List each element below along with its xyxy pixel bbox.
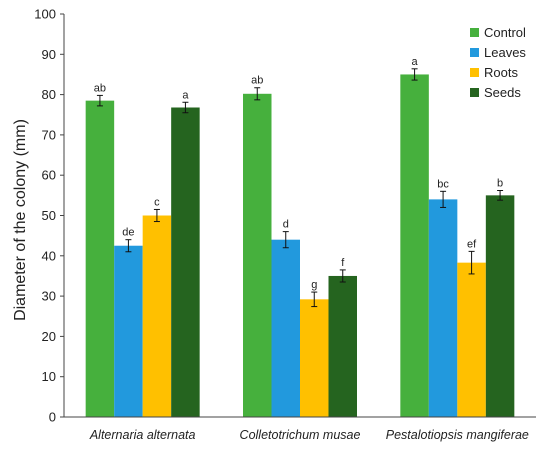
y-tick-label: 20 — [42, 329, 56, 344]
bar-control — [400, 74, 429, 417]
bar-leaves — [271, 239, 300, 417]
significance-label: ab — [251, 75, 263, 87]
axes — [63, 14, 536, 418]
significance-labels: ab de c a ab d g f a bc ef b — [94, 56, 503, 291]
y-tick-label: 50 — [42, 208, 56, 223]
x-axis-categories: Alternaria alternata Colletotrichum musae… — [89, 428, 529, 442]
category-label: Alternaria alternata — [89, 428, 196, 442]
error-bars — [96, 68, 504, 308]
bars — [85, 74, 515, 418]
y-tick-label: 60 — [42, 168, 56, 183]
y-tick-label: 40 — [42, 248, 56, 263]
y-tick-label: 100 — [34, 7, 56, 22]
legend-label-seeds: Seeds — [484, 85, 521, 100]
significance-label: a — [412, 56, 419, 68]
y-tick-label: 90 — [42, 47, 56, 62]
legend-swatch-control — [470, 28, 479, 37]
legend-swatch-leaves — [470, 48, 479, 57]
y-axis-ticks: 0 10 20 30 40 50 60 70 80 90 100 — [34, 7, 64, 425]
bar-leaves — [114, 245, 143, 417]
bar-seeds — [328, 275, 357, 417]
significance-label: ef — [467, 238, 477, 250]
bar-control — [85, 100, 115, 418]
legend-label-roots: Roots — [484, 65, 518, 80]
significance-label: g — [311, 279, 317, 291]
y-tick-label: 0 — [49, 410, 56, 425]
y-axis-label: Diameter of the colony (mm) — [12, 119, 29, 321]
legend-label-control: Control — [484, 25, 526, 40]
significance-label: c — [154, 196, 160, 208]
y-tick-label: 70 — [42, 127, 56, 142]
legend-label-leaves: Leaves — [484, 45, 526, 60]
significance-label: d — [283, 219, 289, 231]
y-tick-label: 10 — [42, 369, 56, 384]
significance-label: bc — [437, 178, 449, 190]
bar-roots — [142, 215, 172, 417]
bar-leaves — [428, 199, 458, 417]
category-label: Colletotrichum musae — [240, 428, 361, 442]
legend-swatch-seeds — [470, 88, 479, 97]
category-label: Pestalotiopsis mangiferae — [386, 428, 529, 442]
y-tick-label: 80 — [42, 87, 56, 102]
significance-label: de — [122, 227, 134, 239]
bar-seeds — [485, 195, 515, 417]
significance-label: ab — [94, 82, 106, 94]
significance-label: a — [182, 89, 189, 101]
y-tick-label: 30 — [42, 289, 56, 304]
significance-label: f — [341, 257, 345, 269]
bar-seeds — [171, 107, 200, 417]
bar-roots — [300, 299, 329, 417]
bar-roots — [457, 262, 486, 417]
legend-swatch-roots — [470, 68, 479, 77]
significance-label: b — [497, 178, 503, 190]
bar-control — [243, 93, 272, 417]
legend: Control Leaves Roots Seeds — [470, 25, 526, 100]
